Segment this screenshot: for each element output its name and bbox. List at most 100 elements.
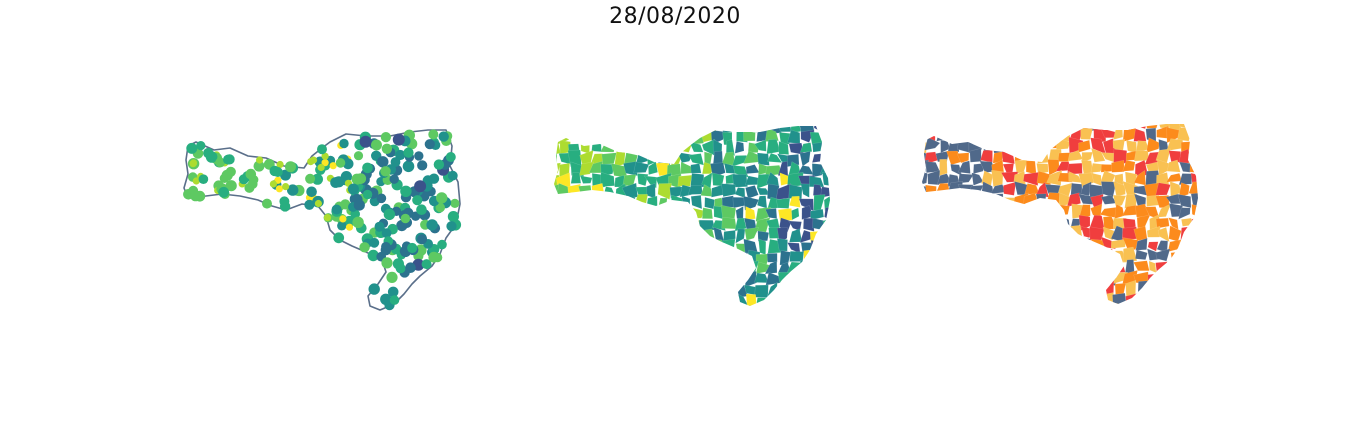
municipality-area: [690, 163, 702, 174]
municipality-area: [724, 163, 736, 174]
municipality-area: [981, 203, 994, 218]
municipality-point: [362, 189, 373, 200]
municipality-area: [1167, 159, 1181, 173]
municipality-area: [1180, 252, 1193, 265]
municipality-area: [1160, 294, 1172, 304]
municipality-area: [720, 204, 737, 219]
municipality-area: [1003, 181, 1017, 196]
municipality-area: [810, 208, 824, 221]
municipality-point: [359, 242, 370, 253]
municipality-area: [735, 228, 746, 244]
municipality-area: [961, 247, 973, 262]
municipality-area: [1200, 194, 1215, 208]
municipality-area: [979, 294, 996, 304]
municipality-area: [990, 280, 1008, 297]
municipality-area: [1188, 150, 1198, 165]
municipality-area: [1133, 193, 1147, 207]
municipality-area: [1179, 257, 1192, 274]
municipality-area: [809, 176, 825, 188]
municipality-area: [1070, 124, 1083, 131]
municipality-area: [1088, 282, 1107, 295]
municipality-area: [601, 152, 617, 165]
municipality-area: [1114, 302, 1126, 304]
municipality-area: [922, 124, 928, 132]
municipality-area: [1091, 250, 1103, 265]
municipality-point: [189, 160, 197, 168]
municipality-area: [990, 260, 1006, 275]
municipality-area: [778, 141, 789, 155]
municipality-area: [648, 161, 658, 175]
municipality-point: [225, 180, 237, 192]
municipality-area: [1191, 204, 1198, 218]
municipality-point: [395, 263, 406, 274]
municipality-area: [800, 183, 810, 198]
municipality-area: [979, 236, 995, 250]
municipality-point: [314, 199, 322, 208]
municipality-area: [1083, 259, 1094, 272]
municipality-area: [1188, 302, 1198, 304]
municipality-area: [1113, 194, 1127, 208]
municipality-area: [1168, 272, 1183, 286]
municipality-area: [1177, 194, 1192, 208]
municipality-point: [321, 152, 329, 160]
municipality-area: [704, 197, 715, 210]
municipality-point: [389, 174, 399, 184]
municipality-area: [1189, 268, 1198, 283]
municipality-point: [389, 295, 400, 305]
municipality-area: [1157, 305, 1172, 319]
municipality-area: [1178, 148, 1193, 164]
municipality-point: [333, 176, 345, 188]
municipality-area: [993, 227, 1008, 242]
municipality-area: [1046, 225, 1058, 242]
municipality-area: [757, 152, 770, 166]
municipality-area: [1034, 247, 1048, 264]
municipality-point: [446, 221, 457, 232]
municipality-area: [1033, 204, 1046, 218]
municipality-area: [970, 270, 982, 286]
municipality-point: [352, 216, 364, 228]
municipality-area: [922, 283, 928, 295]
municipality-area: [958, 269, 971, 285]
municipality-area: [968, 258, 986, 271]
municipality-point: [215, 157, 226, 168]
municipality-area: [994, 305, 1006, 317]
municipality-area: [1023, 225, 1039, 242]
municipality-area: [787, 154, 800, 167]
municipality-area: [1157, 203, 1172, 218]
municipality-area: [1155, 217, 1170, 229]
municipality-area: [1001, 149, 1015, 164]
municipality-point: [426, 219, 438, 231]
municipality-area: [939, 195, 950, 210]
municipality-area: [1200, 250, 1216, 262]
municipality-area: [1056, 247, 1070, 264]
municipality-area: [1099, 207, 1117, 219]
municipality-area: [991, 140, 1006, 154]
municipality-area: [1178, 281, 1194, 295]
municipality-area: [980, 137, 993, 152]
municipality-point: [317, 144, 327, 155]
municipality-area: [1014, 181, 1029, 195]
municipality-area: [946, 301, 961, 304]
municipality-area: [1068, 236, 1085, 253]
municipality-point: [428, 173, 440, 184]
municipality-area: [1014, 129, 1027, 143]
municipality-area: [922, 260, 929, 271]
municipality-area: [1038, 295, 1050, 304]
municipality-area: [1178, 182, 1190, 198]
municipality-area: [1012, 258, 1029, 271]
municipality-area: [922, 237, 926, 251]
municipality-area: [1013, 249, 1026, 263]
municipality-area: [1100, 124, 1114, 131]
municipality-area: [959, 128, 970, 141]
municipality-area: [915, 305, 929, 316]
municipality-point: [381, 257, 393, 269]
municipality-area: [1188, 140, 1198, 152]
municipality-area: [1002, 291, 1017, 304]
municipality-area: [957, 184, 974, 195]
municipality-point: [383, 208, 396, 221]
municipality-area: [1003, 129, 1017, 142]
municipality-area: [991, 193, 1004, 207]
municipality-area: [1055, 285, 1071, 292]
municipality-area: [972, 191, 985, 207]
municipality-area: [799, 142, 813, 153]
